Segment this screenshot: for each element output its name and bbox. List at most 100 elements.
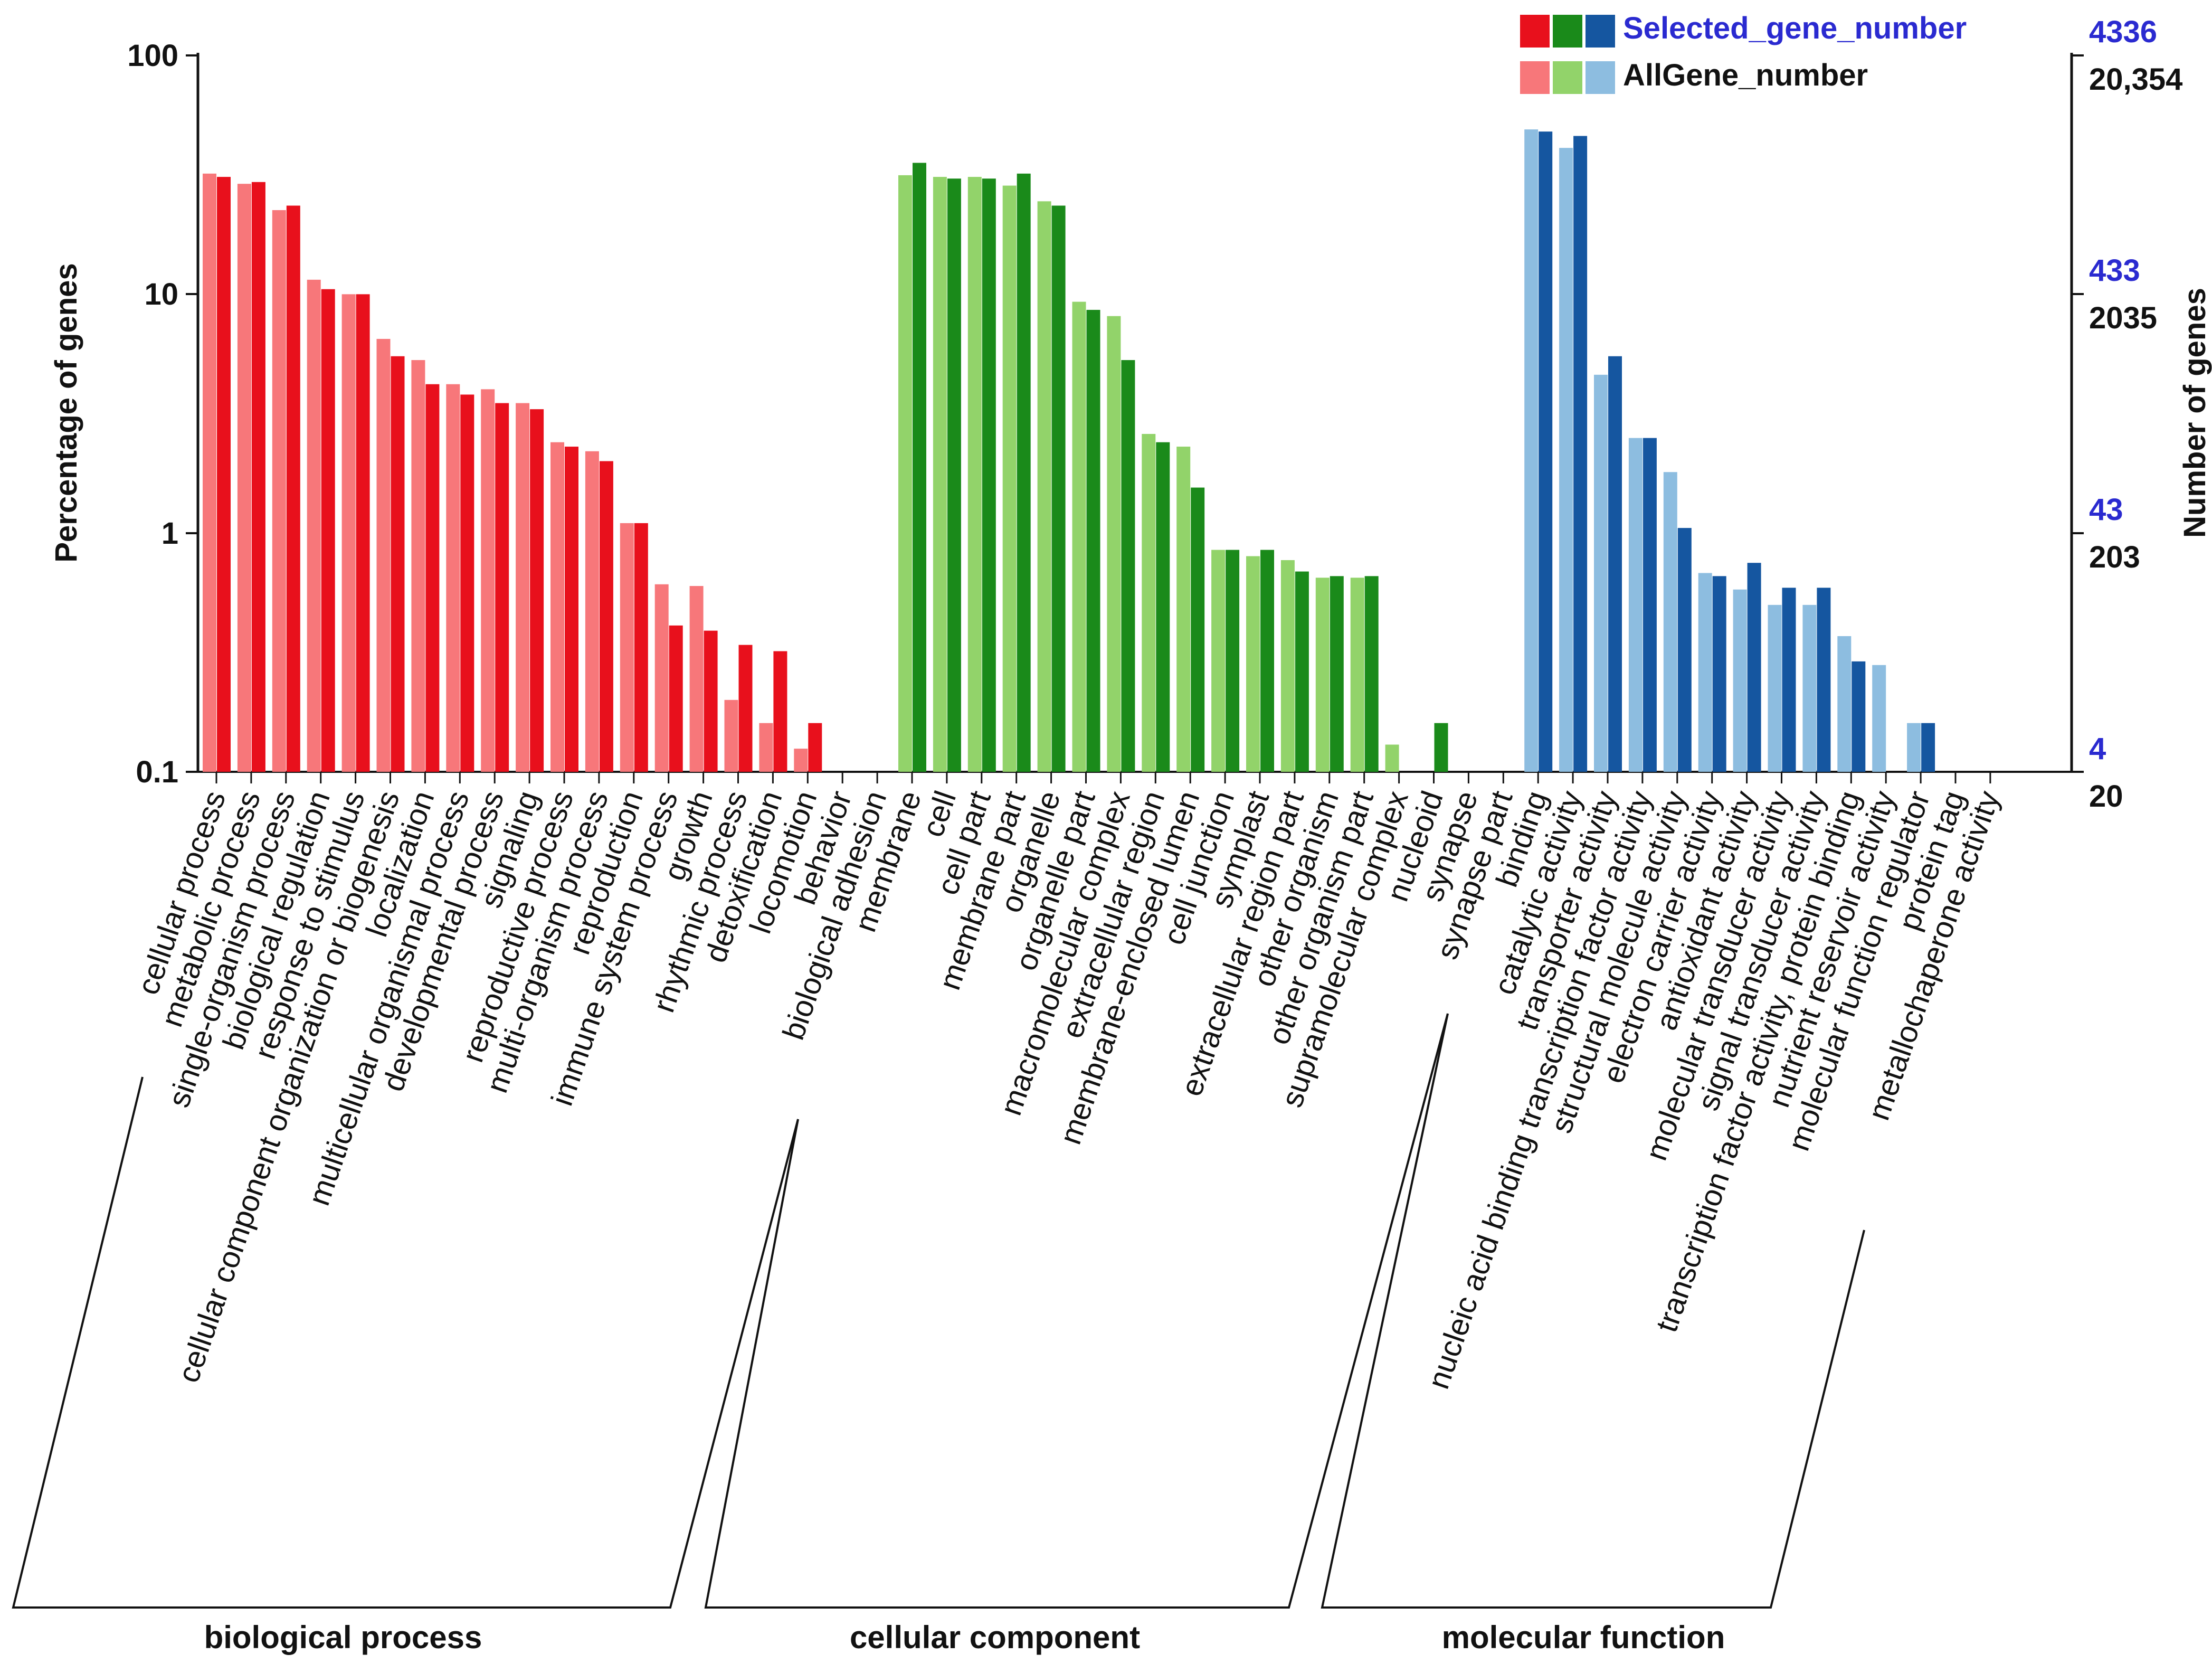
bar-all-locomotion <box>794 749 808 772</box>
bar-selected-other-organism-part <box>1364 576 1379 772</box>
bar-all-transporter-activity <box>1594 374 1608 772</box>
bar-selected-immune-system-process <box>669 625 683 772</box>
bar-all-membrane <box>898 175 912 772</box>
bracket-biological-process <box>12 1076 799 1609</box>
legend-swatch-selected-blue <box>1586 15 1615 48</box>
bar-selected-single-organism-process <box>286 205 300 772</box>
bar-all-multicellular-organismal-process <box>446 384 460 772</box>
bar-selected-membrane-part <box>1017 173 1031 772</box>
bar-all-cellular-process <box>203 173 216 772</box>
bar-selected-cell <box>947 178 961 772</box>
group-brackets <box>12 1013 1865 1609</box>
bar-selected-cell-part <box>982 178 996 772</box>
y-axis-title-right: Number of genes <box>2178 288 2212 538</box>
left-tick-label: 10 <box>144 277 178 311</box>
bar-selected-nucleoid <box>1434 723 1448 772</box>
bar-all-other-organism-part <box>1350 578 1364 772</box>
bar-all-localization <box>411 360 425 772</box>
bar-selected-nucleic-acid-binding-transcription-factor-activity <box>1643 438 1657 772</box>
bar-all-rhythmic-process <box>724 699 738 772</box>
right-tick-selected: 4 <box>2089 732 2106 766</box>
bar-all-molecular-function-regulator <box>1907 723 1921 772</box>
bar-selected-reproductive-process <box>565 447 578 772</box>
bar-selected-response-to-stimulus <box>356 294 370 772</box>
right-tick-all: 20,354 <box>2089 62 2182 97</box>
bar-all-extracellular-region-part <box>1280 560 1295 772</box>
bar-all-binding <box>1524 129 1539 772</box>
bar-selected-transporter-activity <box>1608 356 1622 772</box>
right-tick-selected: 433 <box>2089 253 2140 288</box>
legend-swatch-selected-red <box>1520 15 1550 48</box>
bar-all-cellular-component-organization-or-biogenesis <box>376 338 391 772</box>
bar-all-antioxidant-activity <box>1733 589 1747 772</box>
bar-all-growth <box>689 586 704 772</box>
bar-selected-reproduction <box>634 523 648 772</box>
left-tick-label: 100 <box>127 39 178 73</box>
right-tick-all: 20 <box>2089 779 2123 814</box>
bar-all-symplast <box>1246 556 1260 772</box>
bar-selected-molecular-function-regulator <box>1921 723 1935 772</box>
left-y-ticks: 100 10 1 0.1 <box>127 39 198 789</box>
bar-all-immune-system-process <box>654 584 669 772</box>
bar-selected-growth <box>704 630 718 772</box>
bar-all-nutrient-reservoir-activity <box>1872 665 1886 772</box>
right-tick-selected: 4336 <box>2089 15 2157 49</box>
bar-selected-membrane <box>913 163 926 772</box>
right-tick-all: 203 <box>2089 540 2140 574</box>
bar-selected-extracellular-region <box>1156 442 1170 772</box>
bar-selected-rhythmic-process <box>738 645 753 772</box>
bar-all-membrane-enclosed-lumen <box>1176 447 1191 772</box>
bar-all-structural-molecule-activity <box>1663 472 1677 772</box>
bar-selected-biological-regulation <box>321 289 335 772</box>
bar-all-reproductive-process <box>550 442 564 772</box>
bar-all-cell <box>933 177 947 772</box>
bar-selected-transcription-factor-activity-protein-binding <box>1852 661 1866 772</box>
bar-all-signal-transducer-activity <box>1802 604 1817 772</box>
bar-selected-binding <box>1539 131 1553 772</box>
legend: Selected_gene_number AllGene_number <box>1520 11 1967 94</box>
bar-selected-antioxidant-activity <box>1747 563 1761 772</box>
bar-selected-membrane-enclosed-lumen <box>1191 487 1205 772</box>
bar-selected-catalytic-activity <box>1573 136 1588 772</box>
bar-all-transcription-factor-activity-protein-binding <box>1837 636 1852 772</box>
bars <box>203 129 1935 772</box>
bar-selected-organelle-part <box>1086 309 1100 772</box>
legend-swatch-all-blue <box>1586 61 1615 94</box>
bar-all-organelle-part <box>1072 301 1086 772</box>
bar-selected-localization <box>425 384 440 772</box>
bar-all-organelle <box>1037 201 1051 772</box>
bar-selected-metabolic-process <box>251 182 265 772</box>
bar-all-nucleic-acid-binding-transcription-factor-activity <box>1628 438 1643 772</box>
bracket-cellular-component <box>704 1013 1449 1609</box>
bar-selected-developmental-process <box>495 403 509 772</box>
legend-swatch-selected-green <box>1553 15 1582 48</box>
bar-all-signaling <box>516 403 530 772</box>
bar-selected-macromolecular-complex <box>1121 360 1135 772</box>
left-tick-label: 0.1 <box>136 755 178 789</box>
bar-selected-cellular-component-organization-or-biogenesis <box>391 356 405 772</box>
bar-all-single-organism-process <box>272 210 286 772</box>
bar-all-developmental-process <box>481 389 495 772</box>
right-y-ticks: 4336 20,354 433 2035 43 203 4 20 <box>2072 15 2182 814</box>
bracket-molecular-function <box>1321 1013 1865 1609</box>
legend-swatch-all-green <box>1553 61 1582 94</box>
bar-selected-multi-organism-process <box>599 461 613 772</box>
left-tick-label: 1 <box>162 516 178 551</box>
bar-all-electron-carrier-activity <box>1698 573 1712 772</box>
y-axis-title-left: Percentage of genes <box>49 263 83 562</box>
bar-all-response-to-stimulus <box>341 294 356 772</box>
bar-selected-cellular-process <box>217 177 231 772</box>
bar-selected-locomotion <box>808 723 822 772</box>
bar-all-biological-regulation <box>307 279 321 772</box>
group-label-cellular-component: cellular component <box>850 1620 1140 1655</box>
group-label-molecular-function: molecular function <box>1442 1620 1725 1655</box>
right-tick-all: 2035 <box>2089 301 2157 335</box>
bar-all-macromolecular-complex <box>1107 316 1121 772</box>
bar-selected-electron-carrier-activity <box>1712 576 1726 772</box>
right-tick-selected: 43 <box>2089 493 2123 527</box>
bar-selected-other-organism <box>1330 576 1344 772</box>
group-label-biological-process: biological process <box>204 1620 482 1655</box>
bar-all-catalytic-activity <box>1559 148 1573 772</box>
